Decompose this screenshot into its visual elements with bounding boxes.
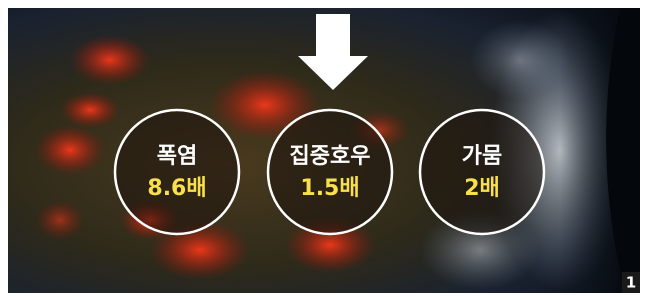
- circle: [115, 110, 239, 234]
- circle-value: 8.6배: [147, 176, 206, 201]
- circle-label: 폭염: [157, 144, 197, 169]
- circle-label: 집중호우: [290, 144, 371, 169]
- badge: 1: [626, 274, 636, 292]
- circle-value: 2배: [464, 176, 500, 201]
- circle: [420, 110, 544, 234]
- circle: [268, 110, 392, 234]
- circle-label: 가뭄: [462, 144, 502, 169]
- infographic: 폭염 8.6배 집중호우 1.5배 가뭄 2배 1: [0, 0, 646, 297]
- circle-value: 1.5배: [300, 176, 359, 201]
